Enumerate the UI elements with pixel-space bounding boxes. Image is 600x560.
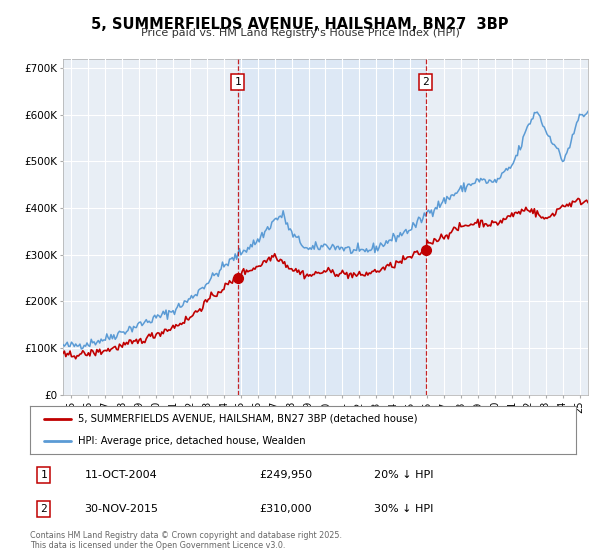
Bar [238, 59, 426, 395]
Text: 5, SUMMERFIELDS AVENUE, HAILSHAM, BN27 3BP (detached house): 5, SUMMERFIELDS AVENUE, HAILSHAM, BN27 3… [78, 414, 418, 424]
Text: 20% ↓ HPI: 20% ↓ HPI [374, 470, 433, 480]
Text: 1: 1 [235, 77, 241, 87]
Text: 11-OCT-2004: 11-OCT-2004 [85, 470, 157, 480]
Text: 30-NOV-2015: 30-NOV-2015 [85, 504, 158, 514]
Text: £310,000: £310,000 [259, 504, 312, 514]
Text: Price paid vs. HM Land Registry's House Price Index (HPI): Price paid vs. HM Land Registry's House … [140, 28, 460, 38]
Text: £249,950: £249,950 [259, 470, 313, 480]
Text: HPI: Average price, detached house, Wealden: HPI: Average price, detached house, Weal… [78, 436, 305, 446]
Text: 2: 2 [40, 504, 47, 514]
Text: 5, SUMMERFIELDS AVENUE, HAILSHAM, BN27  3BP: 5, SUMMERFIELDS AVENUE, HAILSHAM, BN27 3… [91, 17, 509, 32]
Text: 30% ↓ HPI: 30% ↓ HPI [374, 504, 433, 514]
Text: 1: 1 [40, 470, 47, 480]
Text: Contains HM Land Registry data © Crown copyright and database right 2025.
This d: Contains HM Land Registry data © Crown c… [30, 531, 342, 550]
Text: 2: 2 [422, 77, 429, 87]
